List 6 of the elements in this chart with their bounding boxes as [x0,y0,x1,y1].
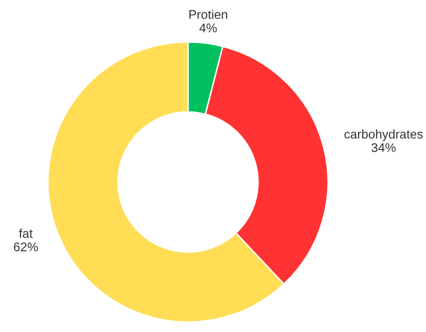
data-label: 34% [372,143,396,152]
slice-label: carbohydrates [344,129,423,142]
slice-label: fat [19,228,33,238]
slice-label: Protien [189,10,228,19]
data-label: 62% [14,242,38,252]
data-label: 4% [199,24,217,32]
